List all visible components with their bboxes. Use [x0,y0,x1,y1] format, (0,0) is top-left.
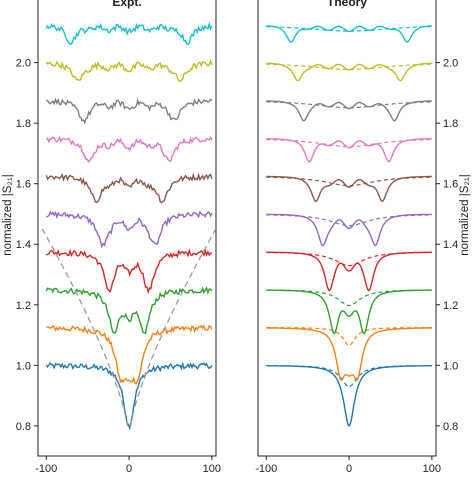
series-line-1 [266,327,432,381]
series-line-1 [46,324,213,385]
guide-curve [41,228,129,426]
series-line-8 [45,58,213,83]
series-line-6 [266,138,432,163]
series-line-8 [266,62,432,82]
y-axis-right: 0.8 1.0 1.2 1.4 1.6 1.8 2.0 [436,58,458,433]
series-line-0 [45,361,213,431]
y-tick-label-6: 2.0 [16,58,31,70]
y-tick-label-2: 1.2 [16,300,31,312]
x-axis-right: -100 0 100 [255,456,441,475]
y-tick-label-4: 1.6 [443,179,458,191]
series-line-6 [46,135,213,164]
x-tick-label-1: 0 [126,463,132,474]
reference-trace-2 [266,289,432,307]
series-line-9 [45,21,213,46]
panel-expt-title: Expt. [112,0,141,9]
reference-trace-4 [266,214,432,227]
series-line-0 [266,365,432,427]
series-line-2 [266,289,432,335]
y-tick-label-4: 1.6 [16,179,31,191]
panel-expt-traces [41,21,217,431]
series-line-5 [45,172,213,204]
y-tick-label-1: 1.0 [443,360,458,372]
y-axis-label-left: normalized |S₂₁| [2,174,14,255]
x-tick-label-2: 100 [203,463,221,474]
panel-expt: Expt. 0.8 1.0 1.2 1.4 1.6 1.8 2.0 -100 0 100 [16,0,221,475]
x-tick-label-0: -100 [35,463,57,474]
y-tick-label-2: 1.2 [443,300,458,312]
panel-expt-frame [37,0,217,457]
y-tick-label-3: 1.4 [443,239,458,251]
x-tick-label-0: -100 [255,463,277,474]
panel-theory-title: Theory [327,0,367,9]
guide-curve [130,228,217,426]
reference-trace-3 [266,251,432,267]
reference-trace-8 [266,63,432,71]
x-axis-left: -100 0 100 [35,456,221,475]
series-line-7 [46,97,213,125]
y-axis-label-right: normalized |S₂₁| [459,174,471,255]
y-tick-label-3: 1.4 [16,239,31,251]
y-tick-label-0: 0.8 [16,421,31,433]
y-axis-left: 0.8 1.0 1.2 1.4 1.6 1.8 2.0 [16,58,38,433]
panel-theory-frame [257,0,437,457]
series-line-3 [45,248,212,295]
series-line-2 [45,286,213,335]
reference-trace-1 [266,327,432,347]
y-tick-label-5: 1.8 [443,118,458,130]
y-tick-label-0: 0.8 [443,421,458,433]
series-line-4 [266,213,432,247]
x-tick-label-1: 0 [346,463,352,474]
series-line-7 [266,100,432,122]
panel-theory: Theory 0.8 1.0 1.2 1.4 1.6 1.8 2.0 -100 0 100 [255,0,458,475]
series-line-3 [266,251,432,292]
series-line-5 [266,175,432,203]
y-tick-label-6: 2.0 [443,58,458,70]
series-line-9 [266,25,432,43]
series-line-4 [46,210,213,249]
reference-trace-5 [266,176,432,187]
reference-trace-9 [266,26,432,32]
panel-theory-traces [266,25,432,427]
y-tick-label-5: 1.8 [16,118,31,130]
y-tick-label-1: 1.0 [16,360,31,372]
x-tick-label-2: 100 [423,463,441,474]
